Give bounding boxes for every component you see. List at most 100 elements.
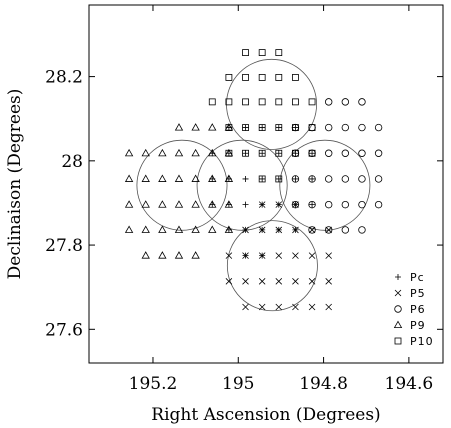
point-p10 xyxy=(242,149,249,157)
point-pc xyxy=(292,150,299,157)
point-p9 xyxy=(158,251,167,259)
field-circle-p5 xyxy=(226,220,318,312)
legend-marker-p5 xyxy=(394,289,402,297)
point-pc xyxy=(242,175,249,182)
y-tick-label: 28.2 xyxy=(45,68,83,88)
point-p9 xyxy=(174,148,184,157)
point-p6 xyxy=(324,200,333,209)
point-p5 xyxy=(325,278,332,285)
legend-item-p5: P5 xyxy=(394,287,425,300)
point-p10 xyxy=(242,49,249,56)
point-p6 xyxy=(341,123,350,132)
legend-marker-p9 xyxy=(393,320,403,328)
point-pc xyxy=(292,124,299,131)
point-pc xyxy=(309,175,316,182)
point-p5 xyxy=(292,303,299,311)
legend-item-p9: P9 xyxy=(393,319,425,332)
point-p6 xyxy=(341,226,350,234)
point-p6 xyxy=(324,123,333,132)
point-p10 xyxy=(258,175,266,183)
legend-label: Pc xyxy=(410,271,425,284)
point-p5 xyxy=(242,278,249,285)
point-p10 xyxy=(275,175,283,183)
y-tick-label: 27.6 xyxy=(45,320,83,340)
point-p9 xyxy=(208,123,217,131)
point-p6 xyxy=(308,175,316,183)
plot-area-frame xyxy=(88,4,444,364)
x-axis-title: Right Ascension (Degrees) xyxy=(151,405,380,425)
point-p5 xyxy=(258,278,266,285)
legend-item-p10: P10 xyxy=(394,335,433,348)
point-p9 xyxy=(191,174,200,182)
point-p6 xyxy=(341,149,350,157)
point-p9 xyxy=(158,200,167,208)
legend-marker-p6 xyxy=(394,305,402,313)
point-p9 xyxy=(191,123,200,131)
data-points xyxy=(124,49,383,311)
point-p9 xyxy=(224,225,234,233)
point-p5 xyxy=(292,278,299,285)
point-p9 xyxy=(141,174,150,182)
point-p10 xyxy=(258,74,266,81)
point-p9 xyxy=(141,251,150,259)
point-p10 xyxy=(225,149,233,157)
point-p6 xyxy=(358,123,366,132)
legend: Pc P5 P6 P9 P10 xyxy=(393,271,433,348)
point-p9 xyxy=(124,174,134,182)
point-pc xyxy=(259,150,266,157)
legend-marker-pc xyxy=(395,274,401,280)
y-tick-label: 27.8 xyxy=(45,236,83,256)
point-p9 xyxy=(158,148,167,157)
point-p6 xyxy=(358,200,366,209)
point-p5 xyxy=(258,226,266,234)
point-pc xyxy=(309,201,316,208)
point-p9 xyxy=(141,148,150,157)
point-p10 xyxy=(292,74,299,81)
point-p10 xyxy=(225,74,233,81)
point-p5 xyxy=(325,303,332,311)
point-p10 xyxy=(225,98,233,106)
point-p5 xyxy=(275,303,283,311)
legend-item-pc: Pc xyxy=(395,271,425,284)
point-p9 xyxy=(208,148,217,157)
point-p9 xyxy=(224,123,234,131)
legend-marker-p10 xyxy=(394,337,402,345)
point-p9 xyxy=(158,225,167,233)
x-tick-label: 195 xyxy=(222,374,254,394)
point-p10 xyxy=(242,124,249,131)
point-p9 xyxy=(224,174,234,182)
point-p6 xyxy=(291,175,300,183)
point-p5 xyxy=(292,226,299,234)
point-p10 xyxy=(308,149,316,157)
point-p6 xyxy=(324,175,333,183)
field-circle-p6 xyxy=(279,139,371,231)
point-p9 xyxy=(124,148,134,157)
point-p5 xyxy=(258,252,266,259)
y-axis-title: Declinaison (Degrees) xyxy=(5,89,25,280)
point-p5 xyxy=(225,278,233,285)
point-p9 xyxy=(208,174,217,182)
point-p5 xyxy=(225,252,233,259)
x-tick-label: 194.6 xyxy=(385,374,434,394)
point-pc xyxy=(309,150,316,157)
point-p5 xyxy=(308,226,316,234)
point-p5 xyxy=(292,252,299,259)
point-pc xyxy=(275,124,282,131)
series-p6 xyxy=(291,98,383,234)
point-p10 xyxy=(275,74,283,81)
point-p6 xyxy=(291,200,300,209)
point-p5 xyxy=(275,252,283,259)
point-p9 xyxy=(191,251,200,259)
series-p9 xyxy=(124,123,234,259)
point-p5 xyxy=(242,226,249,234)
point-p10 xyxy=(258,98,266,106)
point-p9 xyxy=(191,148,200,157)
point-p10 xyxy=(225,124,233,131)
point-p9 xyxy=(174,225,184,233)
point-p10 xyxy=(258,49,266,56)
point-p5 xyxy=(275,201,283,208)
point-p5 xyxy=(242,252,249,259)
point-p10 xyxy=(275,124,283,131)
point-p9 xyxy=(174,123,184,131)
